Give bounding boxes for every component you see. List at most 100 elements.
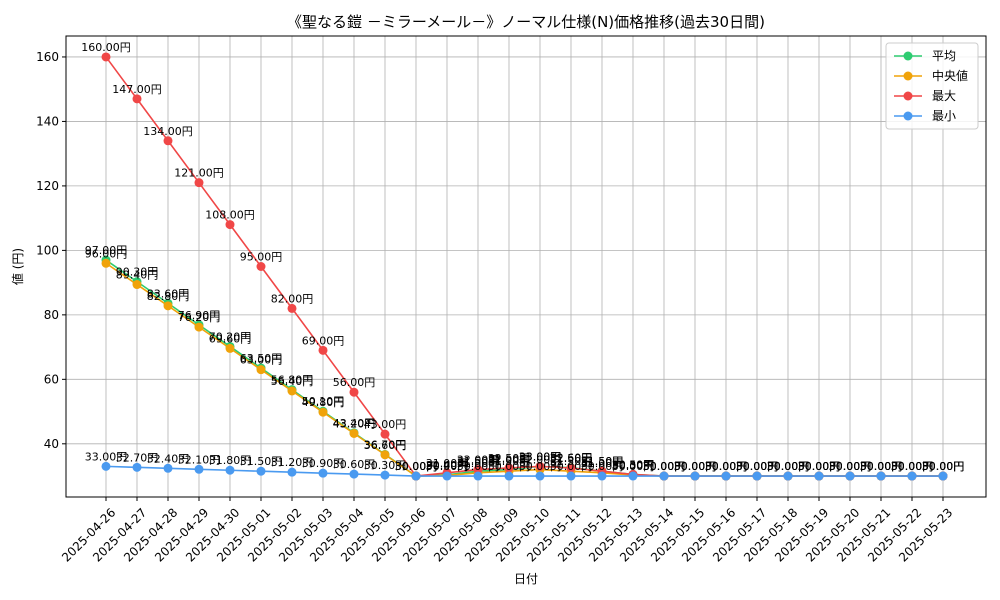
data-label: 30.00円 (643, 460, 686, 473)
data-label: 30.00円 (798, 460, 841, 473)
data-label: 32.70円 (116, 451, 159, 464)
data-point (163, 136, 173, 146)
data-point (101, 52, 111, 62)
data-label: 32.00円 (519, 454, 562, 467)
data-label: 31.20円 (271, 456, 314, 469)
data-label: 30.00円 (798, 460, 841, 473)
data-point (845, 471, 855, 481)
data-point (411, 471, 421, 481)
data-labels: 97.00円 90.30円 83.60円 76.90円 70.20円 63.50円 56.8… (81, 41, 964, 473)
data-label: 30.50円 (612, 458, 655, 471)
data-label: 30.00円 (395, 460, 438, 473)
data-label: 147.00円 (112, 83, 162, 96)
data-point (318, 407, 328, 417)
data-point (349, 428, 359, 438)
data-label: 63.00円 (240, 354, 283, 367)
x-axis-label: 日付 (514, 572, 538, 586)
data-point (504, 463, 514, 473)
data-label: 30.00円 (922, 460, 965, 473)
data-label: 31.80円 (209, 454, 252, 467)
data-label: 30.00円 (860, 460, 903, 473)
data-point (225, 465, 235, 475)
legend-label: 中央値 (932, 68, 968, 83)
data-label: 30.00円 (922, 460, 965, 473)
legend-box (885, 42, 979, 130)
data-label: 30.00円 (767, 460, 810, 473)
legend-marker (903, 91, 913, 101)
data-label: 30.00円 (581, 460, 624, 473)
legend-label: 最大 (932, 89, 956, 103)
data-label: 30.90円 (302, 457, 345, 470)
plot-frame (65, 35, 987, 498)
data-label: 76.90円 (178, 309, 221, 322)
y-tick-label: 140 (36, 114, 59, 128)
data-point (101, 461, 111, 471)
data-label: 30.00円 (674, 460, 717, 473)
data-label: 30.00円 (736, 460, 779, 473)
data-label: 30.00円 (643, 460, 686, 473)
data-label: 30.00円 (798, 460, 841, 473)
data-point (225, 343, 235, 353)
data-point (690, 471, 700, 481)
y-tick-label: 60 (44, 372, 59, 386)
data-label: 32.60円 (550, 452, 593, 465)
data-label: 32.00円 (488, 454, 531, 467)
data-point (132, 94, 142, 104)
data-label: 96.00円 (85, 247, 128, 260)
data-label: 31.00円 (581, 457, 624, 470)
data-label: 32.50円 (550, 452, 593, 465)
data-label: 30.00円 (457, 460, 500, 473)
data-label: 160.00円 (81, 41, 131, 54)
data-label: 30.00円 (736, 460, 779, 473)
data-point (287, 303, 297, 313)
data-label: 30.00円 (643, 460, 686, 473)
data-label: 31.50円 (457, 455, 500, 468)
data-label: 30.00円 (612, 460, 655, 473)
data-point (256, 365, 266, 375)
data-label: 30.00円 (550, 460, 593, 473)
legend-marker (903, 71, 913, 81)
data-label: 97.00円 (85, 244, 128, 257)
data-point (163, 301, 173, 311)
data-label: 50.10円 (302, 395, 345, 408)
data-point (318, 468, 328, 478)
data-point (256, 466, 266, 476)
data-label: 30.00円 (829, 460, 872, 473)
data-label: 30.00円 (922, 460, 965, 473)
data-label: 134.00円 (143, 125, 193, 138)
data-label: 30.00円 (674, 460, 717, 473)
data-label: 30.00円 (891, 460, 934, 473)
series-line (105, 56, 943, 477)
data-point (194, 322, 204, 332)
data-point (628, 471, 638, 481)
data-point (318, 345, 328, 355)
data-point (535, 461, 545, 471)
data-label: 30.00円 (736, 460, 779, 473)
data-label: 30.00円 (860, 460, 903, 473)
data-label: 30.30円 (364, 459, 407, 472)
data-label: 30.00円 (860, 460, 903, 473)
data-label: 30.00円 (426, 460, 469, 473)
data-label: 30.00円 (767, 460, 810, 473)
data-label: 76.20円 (178, 311, 221, 324)
data-point (938, 471, 948, 481)
data-point (380, 450, 390, 460)
data-point (132, 280, 142, 290)
data-label: 30.00円 (705, 460, 748, 473)
data-label: 30.00円 (488, 460, 531, 473)
y-tick-label: 100 (36, 243, 59, 257)
legend-marker (903, 111, 913, 121)
data-label: 30.00円 (643, 460, 686, 473)
data-point (876, 471, 886, 481)
data-label: 69.00円 (302, 334, 345, 347)
data-label: 30.20円 (426, 459, 469, 472)
data-label: 30.00円 (798, 460, 841, 473)
data-label: 95.00円 (240, 251, 283, 264)
data-label: 30.00円 (891, 460, 934, 473)
data-label: 43.20円 (333, 417, 376, 430)
data-label: 30.00円 (705, 460, 748, 473)
data-label: 31.50円 (581, 455, 624, 468)
legend-marker (903, 51, 913, 61)
data-point (256, 262, 266, 271)
